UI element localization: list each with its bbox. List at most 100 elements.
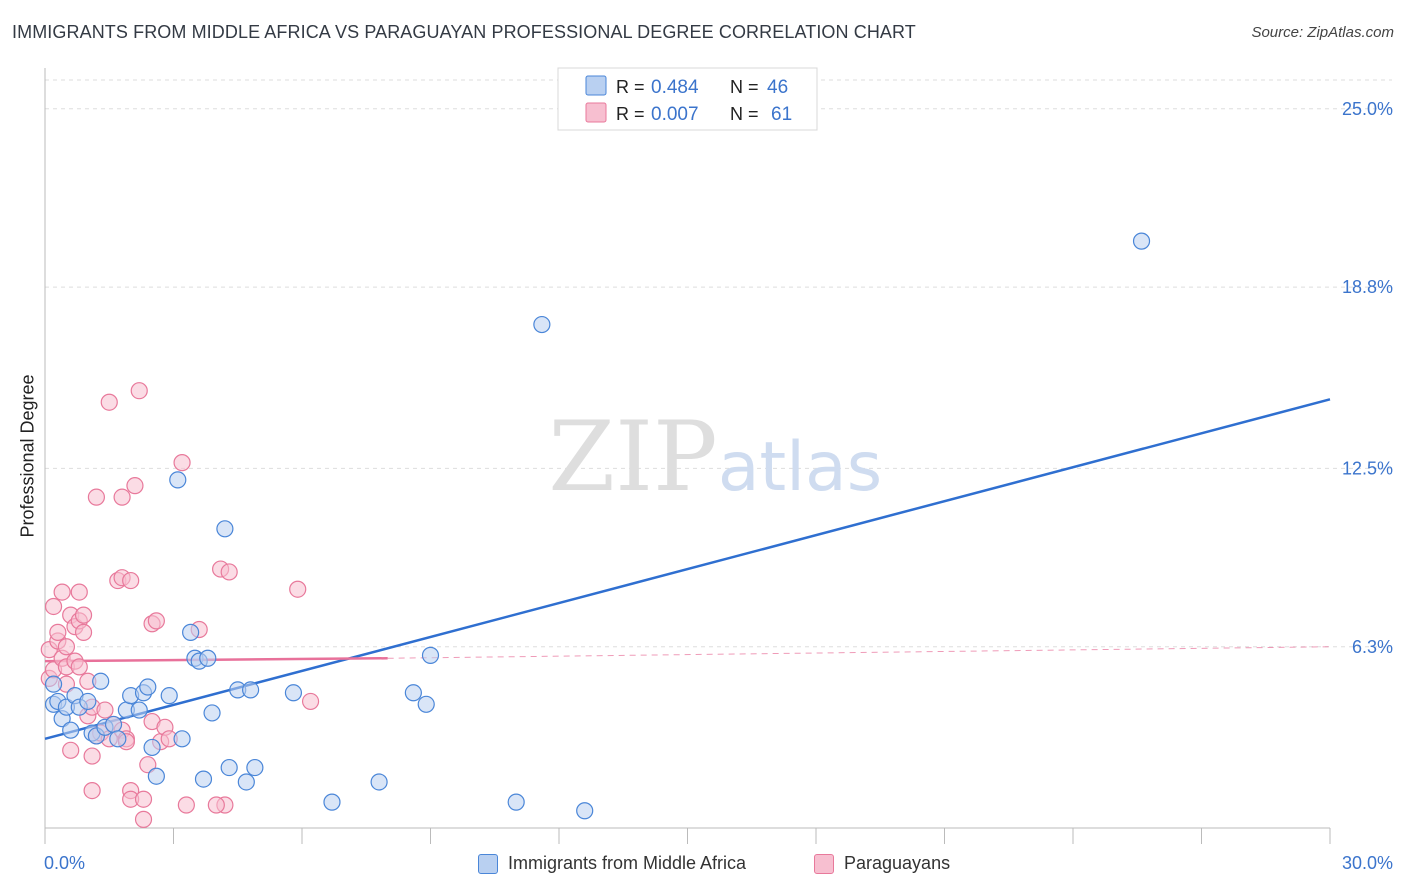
point-middle-africa-46 — [1132, 232, 1151, 250]
point-paraguayans-5 — [49, 623, 67, 641]
point-paraguayans-44 — [134, 790, 153, 808]
x-tick-labels: 0.0% 30.0% — [44, 853, 1393, 873]
point-middle-africa-0 — [44, 675, 63, 693]
point-middle-africa-43 — [507, 793, 525, 811]
point-paraguayans-59 — [301, 692, 320, 711]
legend-n-value-blue: 46 — [767, 77, 788, 98]
point-middle-africa-19 — [139, 678, 157, 696]
legend-r-value-blue: 0.484 — [651, 77, 699, 98]
stats-legend: R = 0.484 N = 46 R = 0.007 N = 61 — [557, 67, 818, 131]
y-tick-labels: 6.3% 12.5% 18.8% 25.0% — [1342, 99, 1393, 657]
series-legend: Immigrants from Middle Africa Paraguayan… — [0, 850, 1406, 880]
point-middle-africa-13 — [104, 715, 123, 734]
point-middle-africa-24 — [182, 623, 200, 641]
y-tick-label-0: 6.3% — [1352, 637, 1393, 657]
chart-title: IMMIGRANTS FROM MIDDLE AFRICA VS PARAGUA… — [12, 22, 916, 42]
trend-lines — [44, 398, 1331, 741]
point-paraguayans-28 — [96, 701, 114, 719]
point-paraguayans-12 — [62, 741, 80, 759]
point-middle-africa-40 — [404, 684, 422, 702]
point-middle-africa-34 — [237, 773, 255, 791]
point-paraguayans-22 — [83, 747, 101, 765]
legend-r-label-pink: R = — [616, 104, 645, 124]
point-middle-africa-30 — [203, 704, 221, 722]
point-middle-africa-39 — [370, 773, 388, 791]
y-tick-label-3: 25.0% — [1342, 99, 1393, 119]
point-middle-africa-31 — [216, 520, 234, 538]
point-middle-africa-38 — [323, 793, 341, 811]
point-middle-africa-37 — [284, 684, 303, 702]
legend-n-label-blue: N = — [730, 77, 759, 97]
point-paraguayans-10 — [57, 638, 76, 656]
point-paraguayans-53 — [177, 796, 195, 814]
legend-r-value-pink: 0.007 — [651, 104, 699, 125]
point-paraguayans-45 — [139, 756, 157, 774]
point-paraguayans-34 — [113, 488, 131, 506]
legend-label-middle-africa: Immigrants from Middle Africa — [508, 853, 747, 873]
data-points — [40, 232, 1151, 828]
point-paraguayans-7 — [53, 583, 71, 601]
legend-label-paraguayans: Paraguayans — [844, 853, 951, 873]
legend-n-label-pink: N = — [730, 104, 759, 124]
point-paraguayans-18 — [74, 606, 93, 624]
axes — [44, 68, 1331, 844]
point-paraguayans-19 — [74, 623, 93, 641]
chart-source: Source: ZipAtlas.com — [1251, 24, 1394, 41]
watermark-atlas: atlas — [718, 428, 882, 507]
point-middle-africa-45 — [576, 802, 594, 820]
point-paraguayans-41 — [122, 571, 140, 590]
point-middle-africa-21 — [147, 767, 165, 785]
point-middle-africa-25 — [173, 730, 191, 748]
point-paraguayans-60 — [207, 796, 225, 814]
point-paraguayans-30 — [100, 393, 118, 411]
point-paraguayans-58 — [289, 580, 307, 598]
y-tick-label-1: 12.5% — [1342, 458, 1393, 478]
point-paraguayans-48 — [147, 612, 165, 630]
y-tick-label-2: 18.8% — [1342, 277, 1393, 297]
point-middle-africa-36 — [246, 758, 264, 777]
x-tick-label-0: 0.0% — [44, 853, 85, 873]
point-paraguayans-17 — [70, 583, 88, 601]
watermark-zip: ZIP — [548, 401, 717, 513]
watermark: ZIP atlas — [548, 401, 882, 513]
point-middle-africa-8 — [79, 692, 97, 711]
legend-r-label-blue: R = — [616, 77, 645, 97]
point-middle-africa-23 — [169, 471, 187, 489]
point-middle-africa-29 — [194, 770, 213, 788]
legend-swatch-pink — [585, 102, 607, 123]
point-paraguayans-43 — [134, 810, 153, 828]
x-tick-label-1: 30.0% — [1342, 853, 1393, 873]
point-paraguayans-2 — [44, 597, 63, 616]
legend-swatch-middle-africa — [478, 853, 498, 874]
point-middle-africa-42 — [421, 646, 440, 664]
y-axis-label: Professional Degree — [17, 374, 38, 538]
legend-swatch-paraguayans — [814, 853, 834, 874]
point-middle-africa-41 — [417, 695, 435, 713]
point-middle-africa-35 — [242, 681, 260, 699]
point-middle-africa-11 — [92, 672, 110, 690]
point-paraguayans-38 — [126, 477, 144, 495]
point-middle-africa-32 — [220, 758, 238, 777]
trend-line-middle-africa — [44, 398, 1331, 741]
point-paraguayans-52 — [173, 454, 191, 472]
legend-item-paraguayans: Paraguayans — [814, 853, 950, 874]
point-middle-africa-44 — [533, 315, 551, 334]
point-middle-africa-20 — [143, 738, 161, 757]
trend-line-paraguayans — [44, 657, 388, 663]
legend-item-middle-africa: Immigrants from Middle Africa — [478, 853, 746, 874]
point-middle-africa-22 — [160, 687, 178, 705]
point-middle-africa-14 — [109, 730, 127, 748]
point-paraguayans-25 — [87, 488, 106, 506]
point-middle-africa-28 — [199, 649, 217, 667]
point-paraguayans-42 — [130, 382, 148, 400]
point-paraguayans-14 — [70, 658, 88, 676]
point-paraguayans-23 — [83, 781, 101, 800]
legend-swatch-blue — [585, 75, 607, 96]
point-middle-africa-17 — [130, 701, 148, 719]
legend-n-value-pink: 61 — [771, 104, 792, 125]
trend-line-paraguayans-extension — [387, 646, 1331, 659]
point-middle-africa-5 — [62, 721, 80, 739]
point-paraguayans-57 — [220, 563, 238, 581]
